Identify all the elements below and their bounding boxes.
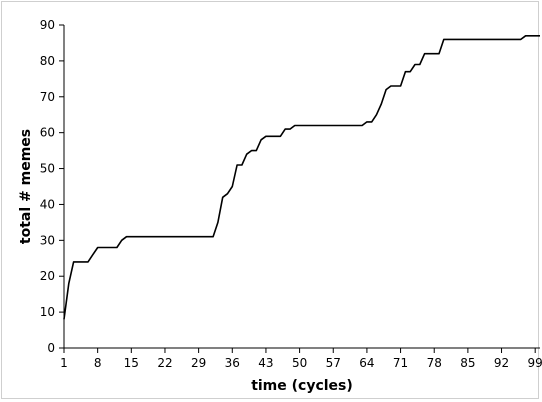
y-tick-label: 50 xyxy=(40,162,55,176)
x-axis-title: time (cycles) xyxy=(251,378,353,394)
x-tick-label: 99 xyxy=(528,356,542,370)
x-tick-label: 64 xyxy=(359,356,374,370)
y-tick-label: 0 xyxy=(47,341,55,355)
y-tick-label: 70 xyxy=(40,90,55,104)
x-tick-label: 85 xyxy=(460,356,475,370)
x-tick-label: 71 xyxy=(393,356,408,370)
x-tick-label: 15 xyxy=(124,356,139,370)
y-tick-label: 10 xyxy=(40,305,55,319)
series-line xyxy=(63,35,540,320)
y-axis-ticks: 0 10 20 30 40 50 60 70 80 90 xyxy=(40,18,64,355)
x-tick-label: 43 xyxy=(258,356,273,370)
y-tick-label: 90 xyxy=(40,18,55,32)
y-tick-label: 20 xyxy=(40,269,55,283)
y-tick-label: 80 xyxy=(40,54,55,68)
x-tick-label: 78 xyxy=(427,356,442,370)
x-tick-label: 8 xyxy=(94,356,102,370)
y-tick-label: 40 xyxy=(40,197,55,211)
x-tick-label: 92 xyxy=(494,356,509,370)
x-tick-label: 50 xyxy=(292,356,307,370)
x-tick-label: 57 xyxy=(326,356,341,370)
x-axis-ticks: 1 8 15 22 29 36 43 50 57 64 71 78 85 92 99 xyxy=(60,348,542,370)
x-tick-label: 29 xyxy=(191,356,206,370)
y-tick-label: 60 xyxy=(40,126,55,140)
x-tick-label: 36 xyxy=(225,356,240,370)
y-axis-title: total # memes xyxy=(18,129,34,244)
x-tick-label: 22 xyxy=(157,356,172,370)
y-tick-label: 30 xyxy=(40,233,55,247)
x-tick-label: 1 xyxy=(60,356,68,370)
